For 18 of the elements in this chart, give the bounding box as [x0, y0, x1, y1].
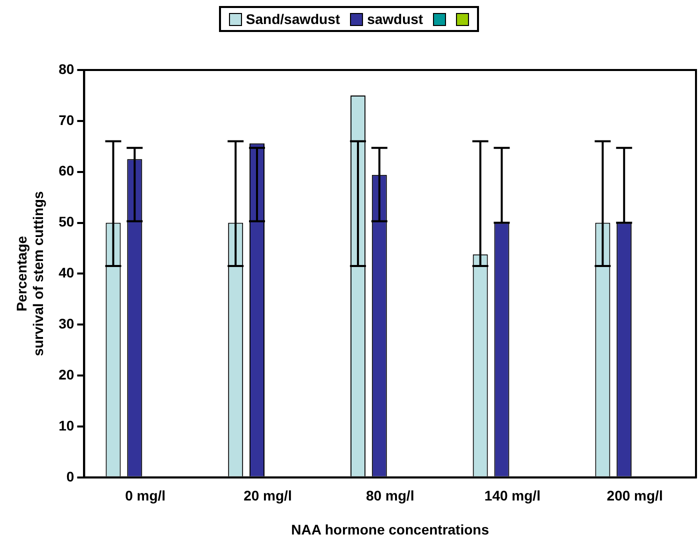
x-axis-title: NAA hormone concentrations [291, 521, 490, 538]
legend-label: Sand/sawdust [246, 11, 340, 27]
y-tick-label: 10 [58, 417, 74, 434]
x-tick-label: 140 mg/l [484, 488, 540, 504]
x-tick-label: 20 mg/l [244, 488, 292, 504]
y-tick-label: 20 [58, 366, 74, 382]
x-tick-label: 0 mg/l [125, 488, 166, 504]
y-tick-label: 0 [66, 468, 74, 484]
x-tick-label: 200 mg/l [606, 488, 663, 504]
y-tick-label: 70 [58, 112, 74, 128]
y-tick-label: 50 [58, 214, 74, 230]
legend-label: sawdust [367, 11, 424, 27]
y-tick-label: 30 [58, 315, 74, 332]
y-tick-label: 80 [58, 60, 74, 77]
x-tick-label: 80 mg/l [366, 488, 414, 504]
y-tick-label: 60 [58, 162, 74, 179]
y-tick-label: 40 [58, 264, 74, 281]
y-axis-title: Percentage survival of stem cuttings [13, 191, 46, 356]
